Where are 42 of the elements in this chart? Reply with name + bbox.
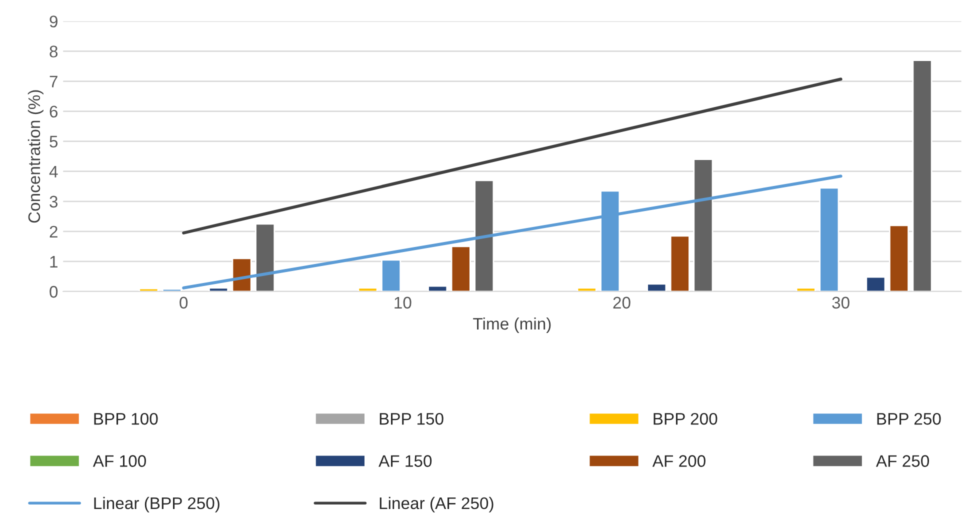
y-axis-title: Concentration (%): [28, 90, 44, 223]
bar: [866, 276, 886, 292]
y-tick-label: 9: [50, 16, 58, 28]
legend-label: BPP 150: [380, 412, 444, 425]
x-tick-label: 20: [613, 296, 630, 309]
bar: [576, 287, 597, 292]
bar: [255, 223, 276, 292]
y-tick-label: 6: [50, 106, 58, 118]
bar: [428, 285, 448, 292]
y-tick-label: 4: [49, 166, 58, 178]
bar: [450, 246, 471, 292]
y-tick-label: 5: [50, 136, 58, 148]
y-tick-label: 0: [50, 286, 58, 298]
x-axis-title: Time (min): [473, 317, 551, 333]
bar: [358, 287, 378, 292]
x-tick-label: 0: [180, 296, 188, 309]
legend-label: AF 250: [876, 455, 930, 467]
y-tick-label: 2: [50, 226, 58, 238]
bar: [888, 224, 909, 292]
y-tick-label: 7: [50, 76, 58, 88]
legend-label: Linear (AF 250): [380, 496, 494, 512]
bar: [796, 287, 816, 292]
legend-label: AF 200: [652, 455, 706, 467]
legend-label: BPP 250: [877, 412, 941, 425]
bar: [819, 187, 840, 292]
bar: [693, 158, 714, 292]
legend-label: AF 150: [378, 455, 432, 467]
bar: [208, 287, 229, 292]
x-tick-label: 10: [394, 296, 412, 309]
legend-label: BPP 200: [654, 412, 718, 425]
bar: [670, 235, 690, 292]
legend-label: Linear (BPP 250): [94, 496, 220, 512]
legend-label: AF 100: [92, 455, 146, 467]
y-tick-label: 3: [50, 196, 58, 208]
bar: [646, 283, 667, 292]
bar: [474, 180, 494, 292]
bar: [381, 259, 402, 292]
y-tick-label: 1: [50, 256, 58, 268]
x-tick-label: 30: [832, 296, 850, 309]
bar: [912, 60, 932, 292]
y-tick-label: 8: [50, 46, 58, 58]
legend-label: BPP 100: [94, 412, 158, 425]
